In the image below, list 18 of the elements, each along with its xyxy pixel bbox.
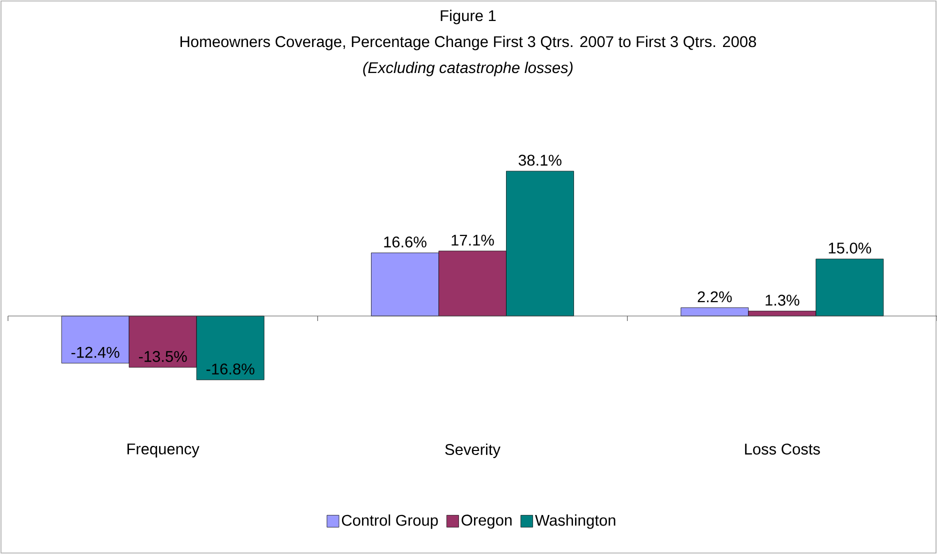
data-label: -13.5% bbox=[138, 350, 187, 362]
legend-label: Washington bbox=[535, 514, 616, 529]
chart-subtitle: Homeowners Coverage, Percentage Change First 3 Qtrs. 2007 to First 3 Qtrs. 2008 bbox=[180, 36, 756, 50]
data-label: 1.3% bbox=[766, 294, 800, 306]
data-label: -16.8% bbox=[206, 364, 254, 375]
x-tick-label: Frequency bbox=[127, 444, 200, 458]
data-label: 16.6% bbox=[384, 236, 426, 248]
data-label: 15.0% bbox=[828, 242, 872, 254]
data-label: 2.2% bbox=[698, 291, 732, 302]
data-label: 38.1% bbox=[518, 154, 562, 166]
legend-label: Oregon bbox=[462, 514, 512, 529]
data-label: -12.4% bbox=[71, 346, 120, 358]
x-tick-label: Loss Costs bbox=[745, 444, 820, 455]
data-label: 17.1% bbox=[452, 234, 494, 246]
chart-title: Figure 1 bbox=[440, 10, 496, 24]
legend-label: Control Group bbox=[342, 514, 438, 529]
text: (Excluding catastrophe losses) bbox=[363, 62, 573, 76]
x-tick-label: Severity bbox=[445, 444, 500, 458]
